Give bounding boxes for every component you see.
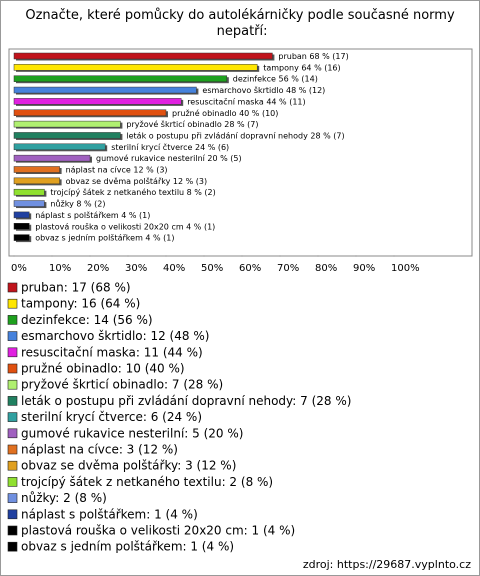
bar	[13, 64, 258, 71]
bar	[13, 166, 60, 173]
legend-label: obvaz s jedním polštářkem: 1 (4 %)	[21, 540, 234, 554]
bar-label: esmarchovo škrtidlo 48 % (12)	[202, 85, 325, 95]
legend-swatch	[7, 493, 18, 503]
legend-swatch	[7, 347, 18, 358]
legend-label: náplast s polštářkem: 1 (4 %)	[21, 507, 198, 521]
legend-label: pryžové škrticí obinadlo: 7 (28 %)	[21, 378, 223, 392]
bar-label: plastová rouška o velikosti 20x20 cm 4 %…	[35, 221, 215, 231]
chart-title: Označte, které pomůcky do autolékárničky…	[25, 8, 455, 39]
bar	[13, 52, 273, 60]
legend-swatch	[7, 444, 18, 455]
legend-swatch	[7, 509, 18, 520]
legend-label: trojcípý šátek z netkaného textilu: 2 (8…	[21, 475, 273, 489]
source: zdroj: https://29687.vyplnto.cz	[303, 558, 471, 571]
bar-label: pružné obinadlo 40 % (10)	[172, 108, 278, 118]
legend-label: obvaz se dvěma polštářky: 3 (12 %)	[21, 459, 236, 473]
legend-label: pruban: 17 (68 %)	[21, 281, 131, 295]
x-tick-label: 20%	[87, 263, 109, 274]
legend-label: leták o postupu při zvládání dopravní ne…	[21, 394, 351, 408]
legend-swatch	[7, 525, 18, 536]
legend-label: sterilní krycí čtverce: 6 (24 %)	[21, 410, 202, 424]
bar	[13, 120, 121, 128]
bar-label: leták o postupu při zvládání dopravní ne…	[126, 131, 344, 140]
legend-label: dezinfekce: 14 (56 %)	[21, 313, 153, 327]
bar-label: náplast s polštářkem 4 % (1)	[35, 210, 150, 220]
bar-label: resuscitační maska 44 % (11)	[187, 96, 305, 106]
bar-label: pryžové škrticí obinadlo 28 % (7)	[126, 119, 258, 129]
x-tick-label: 70%	[277, 263, 299, 274]
plot-frame	[8, 48, 473, 257]
bar	[13, 223, 30, 230]
legend-label: gumové rukavice nesterilní: 5 (20 %)	[21, 426, 243, 440]
bar-label: obvaz s jedním polštářkem 4 % (1)	[35, 233, 174, 243]
bar-label: sterilní krycí čtverce 24 % (6)	[111, 142, 229, 152]
x-tick-label: 60%	[239, 263, 261, 274]
x-tick-label: 50%	[201, 263, 223, 274]
legend-label: tampony: 16 (64 %)	[21, 297, 140, 311]
bar-label: dezinfekce 56 % (14)	[233, 75, 318, 84]
x-tick-label: 80%	[315, 263, 337, 274]
legend-swatch	[7, 396, 18, 406]
bar	[13, 154, 91, 162]
legend-swatch	[7, 298, 18, 309]
bar-label: obvaz se dvěma polštářky 12 % (3)	[66, 176, 207, 186]
bar	[13, 98, 182, 105]
bar	[13, 200, 45, 207]
legend-swatch	[7, 379, 18, 390]
bar	[13, 177, 60, 185]
legend-label: náplast na cívce: 3 (12 %)	[21, 443, 178, 457]
legend-swatch	[7, 477, 18, 487]
bar-label: náplast na cívce 12 % (3)	[66, 166, 168, 175]
legend-swatch	[7, 412, 18, 422]
bar	[13, 132, 121, 139]
legend-label: esmarchovo škrtidlo: 12 (48 %)	[21, 329, 209, 343]
bar-label: pruban 68 % (17)	[278, 52, 348, 61]
legend-label: pružné obinadlo: 10 (40 %)	[21, 362, 185, 376]
legend-swatch	[7, 315, 18, 325]
bar	[13, 188, 45, 196]
bar	[13, 86, 197, 94]
legend-swatch	[7, 282, 18, 293]
x-tick-label: 30%	[125, 263, 147, 274]
x-tick-label: 90%	[353, 263, 375, 274]
bar	[13, 234, 30, 241]
legend-swatch	[7, 428, 18, 439]
legend-swatch	[7, 331, 18, 341]
bar-label: gumové rukavice nesterilní 20 % (5)	[96, 153, 242, 163]
legend-swatch	[7, 363, 18, 374]
legend-label: resuscitační maska: 11 (44 %)	[21, 345, 203, 359]
bar	[13, 143, 106, 151]
bar	[13, 75, 228, 82]
legend-label: plastová rouška o velikosti 20x20 cm: 1 …	[21, 524, 295, 538]
legend-label: nůžky: 2 (8 %)	[21, 491, 107, 505]
bar-label: tampony 64 % (16)	[263, 63, 340, 72]
bar-label: nůžky 8 % (2)	[50, 199, 105, 209]
legend-swatch	[7, 541, 18, 552]
bar-label: trojcípý šátek z netkaného textilu 8 % (…	[50, 187, 215, 197]
x-tick-label: 100%	[391, 263, 420, 274]
x-tick-label: 0%	[11, 263, 27, 274]
x-tick-label: 40%	[163, 263, 185, 274]
bar	[13, 109, 167, 116]
legend-swatch	[7, 460, 18, 471]
x-tick-label: 10%	[49, 263, 71, 274]
bar	[13, 211, 30, 219]
